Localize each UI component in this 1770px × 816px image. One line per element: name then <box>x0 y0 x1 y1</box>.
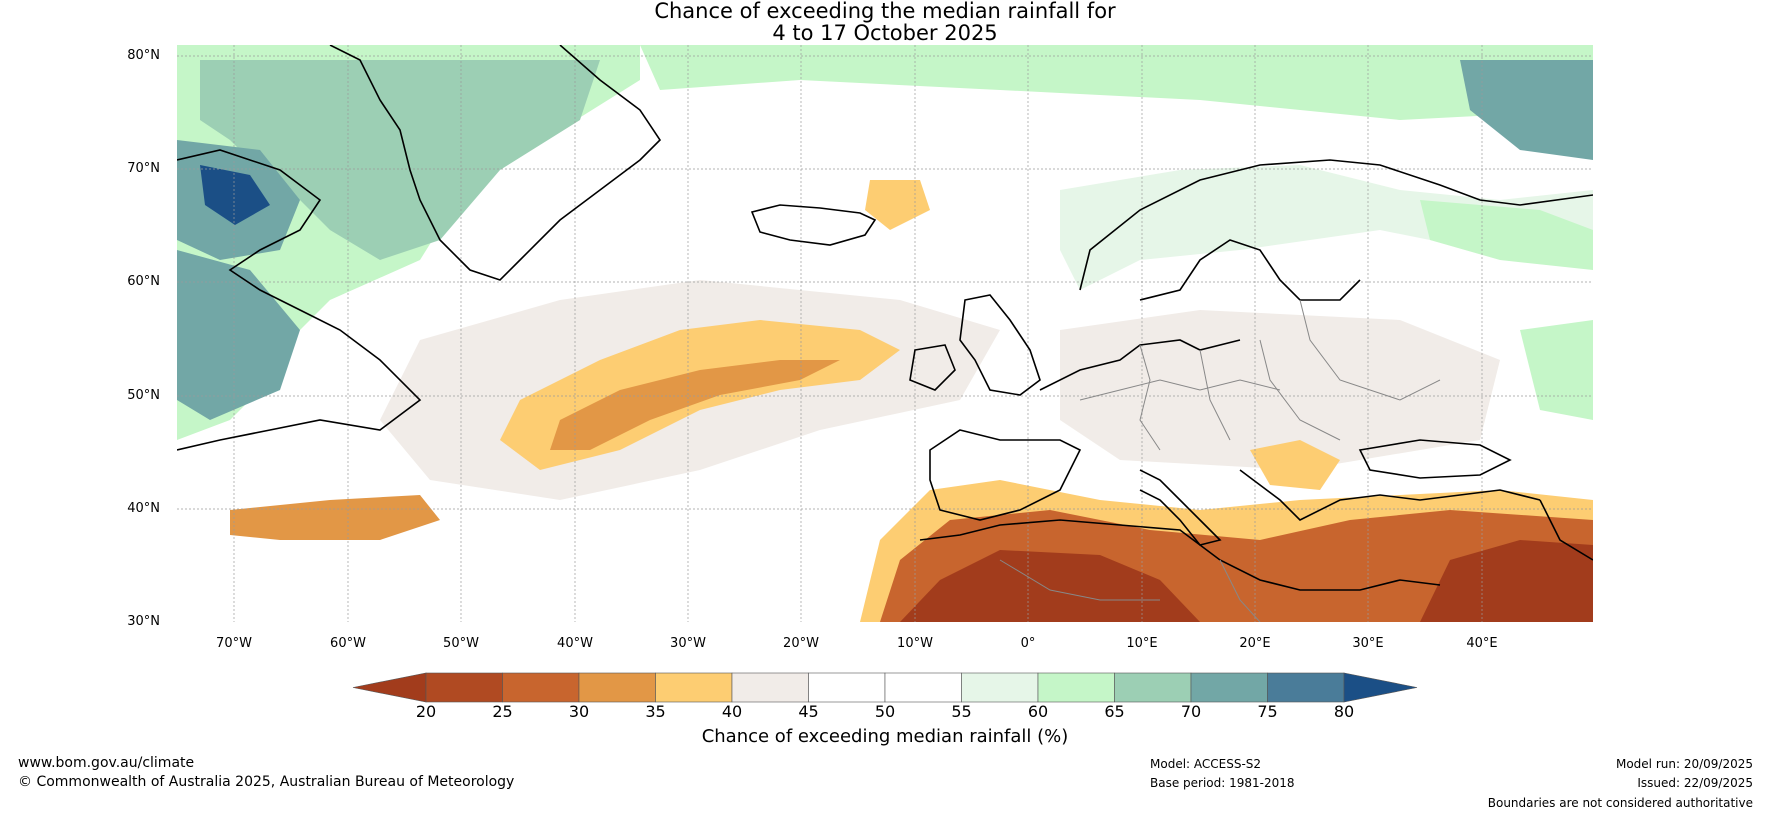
colorbar-label: Chance of exceeding median rainfall (%) <box>701 726 1069 747</box>
coast-iberia <box>929 429 1082 521</box>
lon-label-10e: 10°E <box>1126 636 1158 651</box>
footer-base-period: Base period: 1981-2018 <box>1150 776 1295 790</box>
wet-region-ural <box>1520 320 1593 420</box>
colorbar-tick-label: 60 <box>1027 702 1049 721</box>
footer-issued: Issued: 22/09/2025 <box>1637 776 1753 790</box>
lat-label-70n: 70°N <box>127 161 160 176</box>
colorbar-extend-low <box>352 672 427 703</box>
lon-label-20w: 20°W <box>783 636 819 651</box>
colorbar-bin <box>1190 672 1268 703</box>
footer-model-run: Model run: 20/09/2025 <box>1615 757 1753 771</box>
wet-region-barents <box>1460 60 1593 160</box>
colorbar-tick-label: 30 <box>568 702 590 721</box>
wet-region-labrador <box>177 250 300 420</box>
colorbar-bin <box>425 672 503 703</box>
lat-label-40n: 40°N <box>127 501 160 516</box>
colorbar-tick-label: 45 <box>798 702 819 721</box>
colorbar-bin <box>1037 672 1115 703</box>
dry-region-iceland-south <box>865 180 930 230</box>
footer-website: www.bom.gov.au/climate <box>18 755 195 771</box>
colorbar-tick-label: 25 <box>492 702 513 721</box>
coast-black-sea <box>1358 439 1512 479</box>
dry-core-midatlantic <box>550 360 840 450</box>
lon-label-20e: 20°E <box>1239 636 1271 651</box>
wet-region-kola <box>1420 200 1593 270</box>
wet-region-greenland <box>200 60 600 260</box>
lon-label-60w: 60°W <box>330 636 366 651</box>
colorbar-extend-high <box>1343 672 1418 703</box>
lon-label-50w: 50°W <box>443 636 479 651</box>
coast-ireland <box>909 344 956 391</box>
lon-label-30e: 30°E <box>1352 636 1384 651</box>
coast-balkans-turkey <box>1239 469 1541 521</box>
dry-region-west-atlantic <box>230 495 440 540</box>
colorbar <box>352 672 1418 703</box>
colorbar-tick-label: 35 <box>645 702 666 721</box>
borders <box>999 299 1441 622</box>
coast-east <box>1539 499 1593 561</box>
coast-north-america <box>177 149 422 451</box>
colorbar-bin <box>808 672 886 703</box>
lat-label-50n: 50°N <box>127 388 160 403</box>
coast-iceland <box>750 204 877 246</box>
colorbar-tick-label: 55 <box>951 702 972 721</box>
colorbar-bin <box>1267 672 1345 703</box>
colorbar-tick-label: 75 <box>1257 702 1278 721</box>
coast-baltic <box>1139 239 1361 301</box>
footer-copyright: © Commonwealth of Australia 2025, Austra… <box>18 774 515 790</box>
lon-label-10w: 10°W <box>897 636 933 651</box>
dry-core-middle-east <box>1420 540 1593 622</box>
lon-label-40e: 40°E <box>1466 636 1498 651</box>
map-panel <box>177 45 1593 622</box>
dry-core-north-africa <box>900 550 1200 622</box>
wet-core-baffin <box>200 165 270 225</box>
colorbar-tick-label: 65 <box>1104 702 1125 721</box>
lon-label-30w: 30°W <box>670 636 706 651</box>
footer-disclaimer: Boundaries are not considered authoritat… <box>1487 796 1753 810</box>
dry-region-balkans <box>1250 440 1340 490</box>
lat-label-80n: 80°N <box>127 48 160 63</box>
lon-label-0: 0° <box>1020 636 1036 651</box>
colorbar-tick-label: 80 <box>1333 702 1355 721</box>
colorbar-bin <box>578 672 656 703</box>
lat-label-30n: 30°N <box>127 614 160 629</box>
coast-greenland <box>329 45 662 281</box>
lat-label-60n: 60°N <box>127 274 160 289</box>
colorbar-bin <box>1114 672 1192 703</box>
coast-uk <box>959 294 1041 396</box>
lon-label-70w: 70°W <box>216 636 252 651</box>
map-title-line-2: 4 to 17 October 2025 <box>772 21 998 45</box>
wet-region-arctic-north <box>640 45 1593 120</box>
coast-north-africa <box>919 519 1441 591</box>
coast-scandinavia <box>1079 159 1593 291</box>
map-title-line-1: Chance of exceeding the median rainfall … <box>654 0 1116 23</box>
colorbar-tick-label: 50 <box>874 702 896 721</box>
colorbar-bin <box>731 672 809 703</box>
colorbar-bin <box>884 672 962 703</box>
coast-italy <box>1139 469 1222 546</box>
colorbar-tick-label: 20 <box>415 702 437 721</box>
wet-region-scandinavia <box>1060 165 1593 290</box>
footer-model: Model: ACCESS-S2 <box>1150 757 1262 771</box>
colorbar-bin <box>655 672 733 703</box>
colorbar-tick-label: 70 <box>1180 702 1202 721</box>
colorbar-bin <box>961 672 1039 703</box>
lon-label-40w: 40°W <box>557 636 593 651</box>
colorbar-tick-label: 40 <box>721 702 743 721</box>
colorbar-bin <box>502 672 580 703</box>
